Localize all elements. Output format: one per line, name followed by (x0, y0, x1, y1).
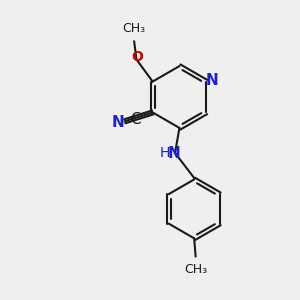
Text: O: O (132, 50, 144, 64)
Text: CH₃: CH₃ (123, 22, 146, 35)
Text: CH₃: CH₃ (184, 263, 207, 276)
Text: C: C (130, 112, 140, 127)
Text: N: N (112, 115, 124, 130)
Text: H: H (160, 146, 170, 160)
Text: N: N (167, 146, 180, 161)
Text: N: N (205, 73, 218, 88)
